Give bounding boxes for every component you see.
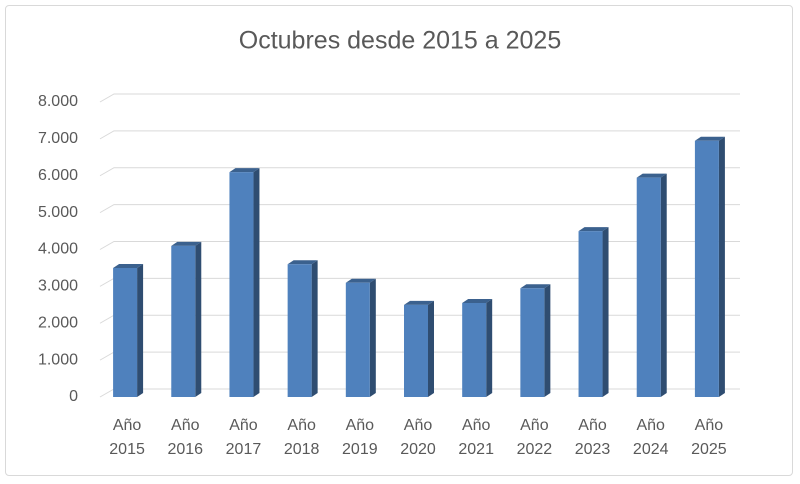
bar-face [636,173,667,178]
bar-face [694,136,725,141]
bar-face [229,172,254,397]
y-tick-label: 3.000 [38,278,78,295]
bar-face [404,300,434,305]
bar-face [113,267,138,397]
x-tick-label: Año 2016 [167,417,204,458]
bar-face [404,304,428,397]
x-tick-label: Año 2015 [109,417,145,458]
bar [229,168,260,397]
bar [113,263,144,397]
bar-face [171,245,196,397]
bar-face [195,241,202,397]
bar [636,173,667,397]
chart-frame [5,5,793,476]
x-tick-label: Año 2023 [574,417,611,458]
x-tick-label: Año 2020 [400,417,436,458]
bar-face [486,298,493,397]
bar [404,300,434,397]
bar-face [137,263,144,397]
bar-face [311,260,318,397]
bar-face [520,284,551,289]
bar-face [520,288,545,397]
grid-line [99,241,740,250]
y-tick-label: 5.000 [38,204,78,221]
bar-face [462,298,493,303]
bar-face [694,140,719,397]
bar [578,227,609,397]
bar-face [578,231,603,397]
x-tick-label: Año 2021 [458,417,494,458]
bar [171,241,202,397]
chart-title: Octubres desde 2015 a 2025 [239,27,561,55]
bar-face [428,300,434,397]
grid-line [99,130,740,140]
y-tick-label: 6.000 [38,167,78,184]
bar-face [345,282,370,397]
bar [462,298,493,397]
bar-face [369,278,376,397]
x-tick-label: Año 2024 [632,417,669,458]
y-tick-label: 0 [69,388,78,405]
grid-line [99,93,740,103]
x-tick-label: Año 2017 [225,417,262,458]
bar-face [229,168,260,173]
x-tick-label: Año 2025 [691,417,727,458]
bar-face [544,284,551,397]
bar-face [636,177,661,397]
bar [345,278,376,397]
bar-face [113,263,144,268]
bar-face [660,173,667,397]
bar-face [345,278,376,283]
bar-face [602,227,609,397]
bar [520,284,551,397]
bar-face [287,260,318,265]
bar [287,260,318,397]
y-tick-label: 2.000 [38,314,78,331]
y-tick-label: 7.000 [38,130,78,147]
y-tick-label: 1.000 [38,351,78,368]
bar [694,136,725,397]
y-tick-label: 8.000 [38,93,78,110]
bar-face [253,168,260,397]
x-tick-label: Año 2019 [342,417,378,458]
x-tick-label: Año 2018 [283,417,320,458]
bar-face [287,264,312,397]
grid-line [99,167,740,177]
x-tick-label: Año 2022 [516,417,553,458]
bar-face [578,227,609,232]
grid-line [99,204,740,214]
bar-face [171,241,202,246]
bar-face [718,136,725,397]
y-tick-label: 4.000 [38,241,78,258]
bar-face [462,302,487,397]
